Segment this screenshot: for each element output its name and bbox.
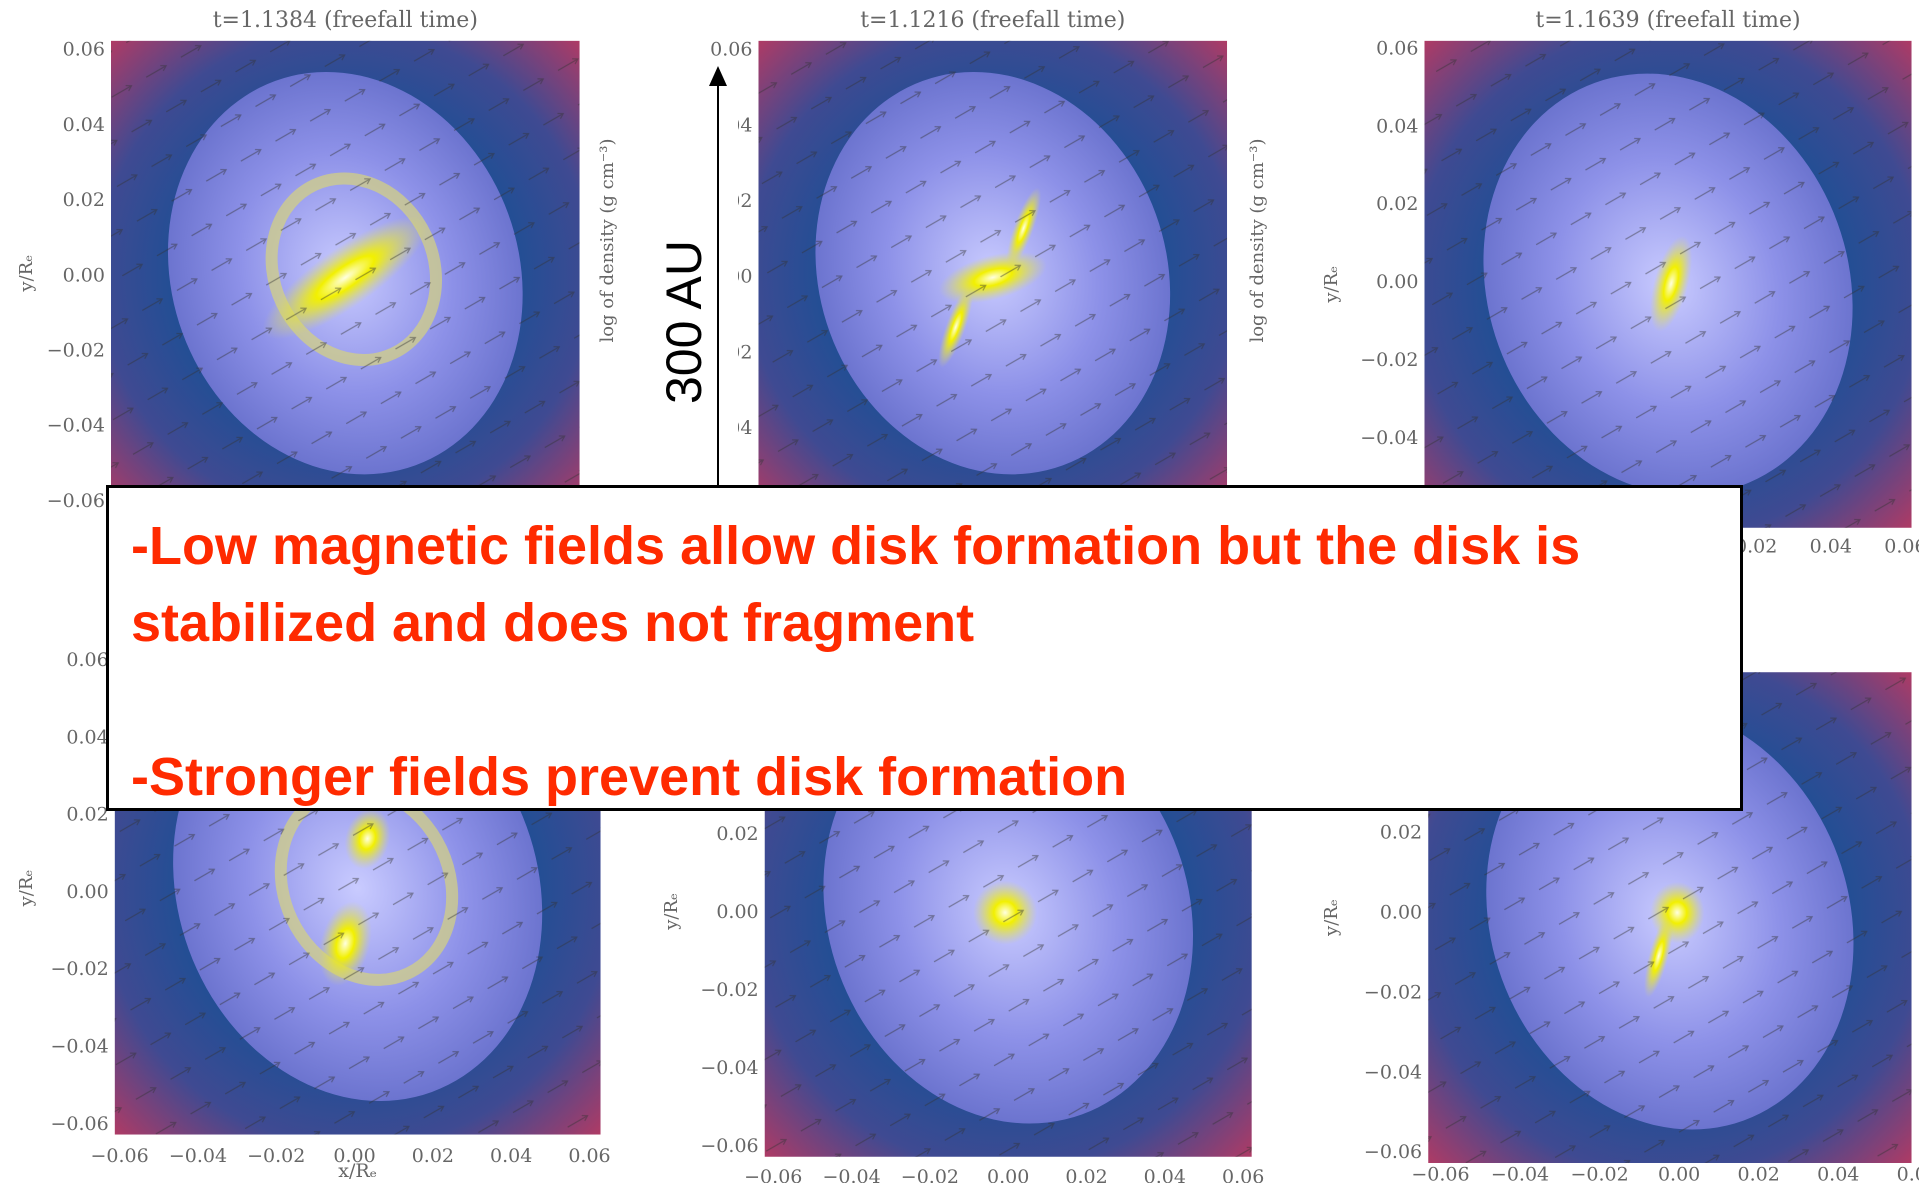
y-tick-label: −0.06 <box>1364 1141 1422 1163</box>
y-tick-label: 0.02 <box>1376 193 1418 215</box>
x-axis-label: x/Rₑ <box>338 1160 377 1182</box>
y-tick-label: −0.04 <box>47 415 105 437</box>
y-tick-label: 0.00 <box>1376 271 1418 293</box>
panel-title: t=1.1216 (freefall time) <box>860 8 1125 33</box>
y-tick-label: 0.00 <box>1380 902 1422 924</box>
y-tick-label: −0.04 <box>50 1035 108 1057</box>
colorbar-label: log of density (g cm⁻³) <box>1247 138 1268 342</box>
y-tick-label: 0.00 <box>66 881 108 903</box>
y-tick-label: 0.00 <box>63 264 105 286</box>
y-tick-label: 0.02 <box>63 189 105 211</box>
x-tick-label: 0.06 <box>1897 1163 1919 1183</box>
x-tick-label: 0.00 <box>987 1166 1029 1183</box>
y-tick-label: 0.00 <box>716 901 758 923</box>
y-tick-label: −0.02 <box>1364 981 1422 1003</box>
x-tick-label: −0.04 <box>822 1166 880 1183</box>
density-panel <box>1424 21 1911 547</box>
panel-title: t=1.1384 (freefall time) <box>213 8 478 33</box>
y-tick-label: −0.02 <box>700 979 758 1001</box>
y-axis-label: y/Rₑ <box>16 870 37 908</box>
density-panel <box>111 22 580 525</box>
x-tick-label: 0.02 <box>1065 1166 1107 1183</box>
x-tick-label: 0.00 <box>1658 1163 1700 1183</box>
y-tick-label: 0.06 <box>710 39 752 61</box>
y-axis-label: y/Rₑ <box>1321 899 1342 937</box>
x-tick-label: −0.02 <box>901 1166 959 1183</box>
y-axis-label: y/Rₑ <box>1321 266 1342 304</box>
x-tick-label: −0.04 <box>1491 1163 1549 1183</box>
y-tick-label: −0.04 <box>1360 427 1418 449</box>
velocity-arrows <box>111 41 580 506</box>
y-tick-label: −0.04 <box>1364 1061 1422 1083</box>
y-tick-label: 0.04 <box>66 726 108 748</box>
velocity-arrows <box>758 41 1227 506</box>
y-tick-label: −0.02 <box>47 339 105 361</box>
y-axis-label: y/Rₑ <box>661 893 682 931</box>
page: t=1.1384 (freefall time) 0.06 0.04 0.02 0.00… <box>0 0 1919 1183</box>
x-tick-label: −0.06 <box>91 1145 149 1167</box>
x-tick-label: −0.06 <box>1411 1163 1469 1183</box>
y-tick-label: 0.04 <box>63 114 105 136</box>
callout-text: -Low magnetic fields allow disk formatio… <box>131 508 1661 662</box>
x-tick-label: −0.02 <box>1570 1163 1628 1183</box>
scale-bar-label: 300 AU <box>656 240 712 404</box>
x-tick-label: 0.04 <box>1144 1166 1186 1183</box>
x-tick-label: −0.06 <box>744 1166 802 1183</box>
x-tick-label: 0.06 <box>568 1145 610 1167</box>
y-tick-label: 0.06 <box>66 649 108 671</box>
y-tick-label: 0.06 <box>63 39 105 61</box>
x-tick-label: 0.06 <box>1222 1166 1264 1183</box>
scale-bar-arrowhead <box>709 66 727 86</box>
y-tick-label: 0.06 <box>1376 37 1418 59</box>
x-tick-label: 0.02 <box>412 1145 454 1167</box>
colorbar-label: log of density (g cm⁻³) <box>597 138 618 342</box>
y-tick-label: 0.02 <box>66 804 108 826</box>
x-tick-label: 0.04 <box>1817 1163 1859 1183</box>
x-tick-label: 0.02 <box>1738 1163 1780 1183</box>
panel-title: t=1.1639 (freefall time) <box>1535 8 1800 33</box>
y-tick-label: 0.02 <box>1380 822 1422 844</box>
y-tick-label: −0.06 <box>47 490 105 512</box>
y-tick-label: −0.06 <box>700 1135 758 1157</box>
callout-box: -Low magnetic fields allow disk formatio… <box>106 485 1743 811</box>
y-tick-label: −0.02 <box>1360 349 1418 371</box>
velocity-arrows <box>1424 41 1911 528</box>
x-tick-label: −0.02 <box>247 1145 305 1167</box>
y-tick-label: 0.02 <box>716 823 758 845</box>
x-tick-label: 0.04 <box>490 1145 532 1167</box>
y-tick-label: 0.04 <box>1376 115 1418 137</box>
y-tick-label: −0.06 <box>50 1113 108 1135</box>
y-tick-label: −0.02 <box>50 958 108 980</box>
density-panel <box>758 22 1227 525</box>
x-tick-label: −0.04 <box>169 1145 227 1167</box>
x-tick-label: 0.06 <box>1884 536 1919 558</box>
x-tick-label: 0.04 <box>1810 536 1852 558</box>
callout-text: -Stronger fields prevent disk formation <box>131 739 1661 816</box>
y-axis-label: y/Rₑ <box>16 255 37 293</box>
y-tick-label: −0.04 <box>700 1057 758 1079</box>
